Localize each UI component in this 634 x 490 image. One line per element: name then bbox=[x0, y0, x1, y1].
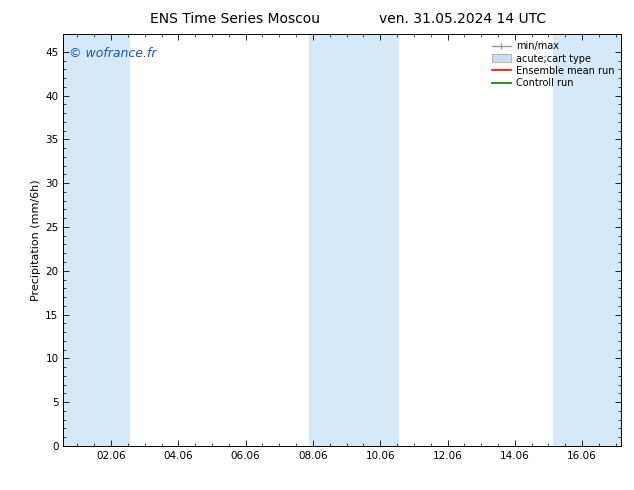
Bar bbox=[61, 34, 129, 446]
Text: © wofrance.fr: © wofrance.fr bbox=[69, 47, 157, 60]
Bar bbox=[553, 34, 624, 446]
Text: ENS Time Series Moscou: ENS Time Series Moscou bbox=[150, 12, 320, 26]
Legend: min/max, acute;cart type, Ensemble mean run, Controll run: min/max, acute;cart type, Ensemble mean … bbox=[489, 39, 616, 90]
Bar bbox=[309, 34, 398, 446]
Text: ven. 31.05.2024 14 UTC: ven. 31.05.2024 14 UTC bbox=[379, 12, 547, 26]
Y-axis label: Precipitation (mm/6h): Precipitation (mm/6h) bbox=[31, 179, 41, 301]
